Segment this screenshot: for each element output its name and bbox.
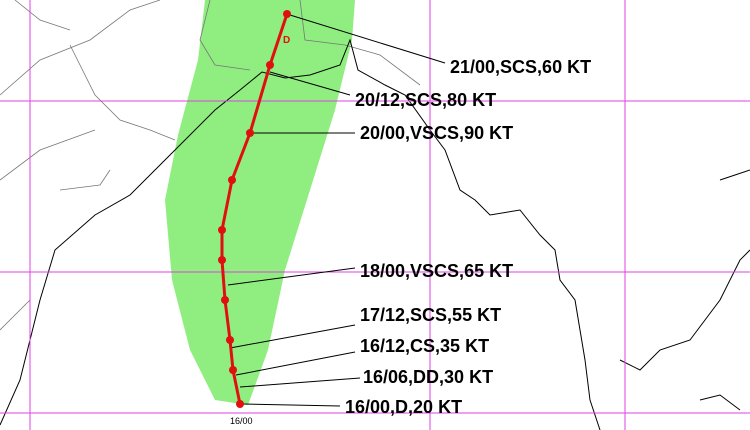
track-point: [218, 256, 226, 264]
track-label: 20/00,VSCS,90 KT: [360, 123, 513, 143]
coastline-east: [619, 169, 750, 411]
cyclone-track: [220, 13, 289, 405]
track-label: 16/00,D,20 KT: [345, 397, 462, 417]
track-point: [283, 10, 291, 18]
start-time-label: 16/00: [230, 416, 253, 426]
track-label: 16/12,CS,35 KT: [360, 336, 489, 356]
track-point: [229, 366, 237, 374]
track-point: [246, 129, 254, 137]
track-label: 16/06,DD,30 KT: [363, 367, 493, 387]
leader-lines: [227, 14, 446, 407]
track-point: [266, 61, 274, 69]
track-point: [218, 226, 226, 234]
track-points: [218, 10, 291, 408]
track-label: 21/00,SCS,60 KT: [450, 57, 591, 77]
track-point: [226, 336, 234, 344]
leader-line: [229, 324, 356, 349]
leader-line: [227, 267, 356, 286]
track-label: 20/12,SCS,80 KT: [355, 90, 496, 110]
leader-line: [235, 351, 356, 376]
track-point: [236, 400, 244, 408]
track-label: 17/12,SCS,55 KT: [360, 305, 501, 325]
coastline: [0, 38, 601, 430]
track-point: [228, 176, 236, 184]
leader-line: [269, 71, 351, 96]
track-label: 18/00,VSCS,65 KT: [360, 261, 513, 281]
landfall-marker: D: [283, 35, 290, 46]
leader-line: [242, 403, 341, 407]
leader-line: [239, 377, 361, 388]
leader-line: [289, 14, 446, 64]
borders: [0, 0, 421, 331]
track-point: [221, 296, 229, 304]
